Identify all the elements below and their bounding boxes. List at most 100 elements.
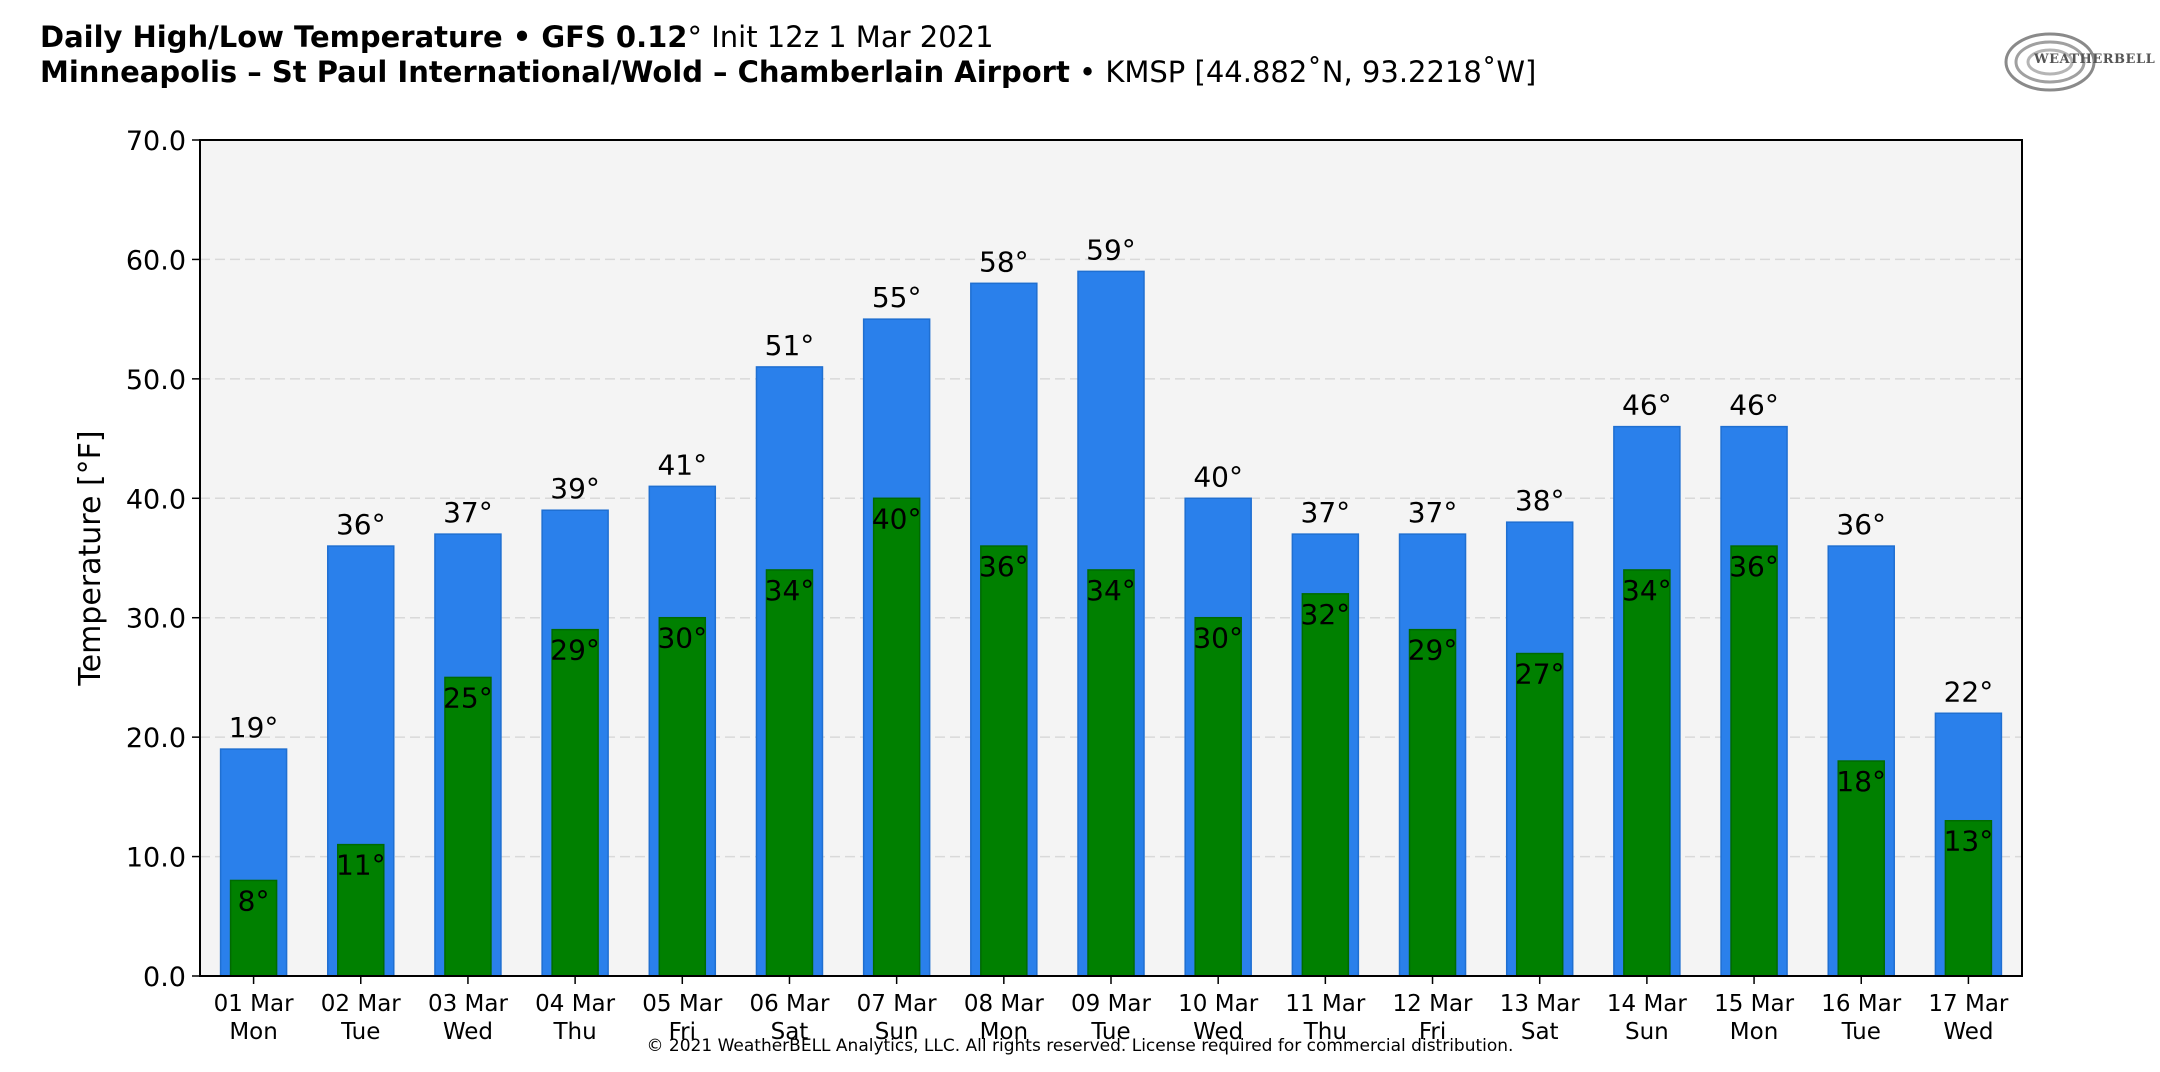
high-temp-label: 46° [1622, 389, 1672, 422]
x-tick-date: 12 Mar [1393, 991, 1474, 1017]
title-line: Daily High/Low Temperature • GFS 0.12° I… [40, 20, 1536, 55]
station-line: Minneapolis – St Paul International/Wold… [40, 55, 1536, 90]
low-temp-label: 40° [872, 502, 922, 535]
init-time: Init 12z 1 Mar 2021 [702, 20, 994, 54]
x-tick-weekday: Wed [1193, 1019, 1243, 1045]
low-temp-bar [444, 676, 492, 977]
low-temp-bar [1301, 593, 1350, 977]
low-temp-bar [872, 497, 921, 977]
low-temp-label: 29° [1408, 634, 1458, 667]
x-tick-weekday: Tue [1090, 1019, 1130, 1045]
high-temp-label: 40° [1193, 460, 1243, 493]
logo-swirl-icon [2004, 32, 2096, 92]
title-degree: ° [687, 20, 703, 54]
low-temp-bar [980, 545, 1028, 977]
x-tick-weekday: Sun [875, 1019, 919, 1045]
x-tick-weekday: Fri [1419, 1019, 1446, 1045]
low-temp-label: 30° [1193, 622, 1243, 655]
y-tick-label: 10.0 [126, 843, 186, 874]
y-tick-label: 20.0 [126, 723, 186, 754]
high-temp-label: 51° [765, 329, 815, 362]
logo-text: WEATHERBELL [2034, 52, 2156, 67]
weatherbell-logo: WEATHERBELL [2000, 28, 2155, 98]
chart-title: Daily High/Low Temperature • GFS 0.12 [40, 20, 688, 54]
low-temp-label: 27° [1515, 658, 1565, 691]
x-tick-weekday: Mon [229, 1019, 278, 1045]
station-coordinates: • KMSP [44.882˚N, 93.2218˚W] [1069, 55, 1537, 89]
low-temp-bar [1623, 569, 1671, 977]
x-tick-date: 17 Mar [1928, 991, 2009, 1017]
x-tick-date: 03 Mar [428, 991, 509, 1017]
low-temp-label: 34° [1086, 574, 1136, 607]
x-tick-weekday: Tue [340, 1019, 380, 1045]
high-temp-label: 22° [1944, 675, 1994, 708]
high-temp-label: 37° [1301, 496, 1351, 529]
x-tick-date: 09 Mar [1071, 991, 1152, 1017]
high-temp-label: 59° [1086, 233, 1136, 266]
low-temp-label: 29° [550, 634, 600, 667]
y-tick-label: 60.0 [126, 245, 186, 276]
high-temp-label: 19° [229, 711, 279, 744]
x-tick-weekday: Sat [1521, 1019, 1559, 1045]
low-temp-bar [1408, 628, 1457, 977]
x-tick-date: 05 Mar [642, 991, 723, 1017]
x-tick-weekday: Mon [980, 1019, 1029, 1045]
high-temp-label: 46° [1729, 389, 1779, 422]
y-tick-label: 40.0 [126, 484, 186, 515]
copyright-notice: © 2021 WeatherBELL Analytics, LLC. All r… [646, 1036, 1514, 1056]
plot-frame [199, 139, 2023, 977]
low-temp-bar [765, 569, 814, 977]
low-temp-bar [551, 628, 599, 977]
low-temp-bar [1730, 545, 1778, 977]
x-tick-weekday: Thu [553, 1019, 597, 1045]
low-temp-label: 36° [979, 550, 1029, 583]
high-temp-label: 38° [1515, 484, 1565, 517]
x-tick-date: 11 Mar [1285, 991, 1366, 1017]
x-tick-date: 02 Mar [321, 991, 402, 1017]
low-temp-label: 30° [657, 622, 707, 655]
y-tick-label: 70.0 [126, 126, 186, 157]
low-temp-label: 25° [443, 681, 493, 714]
x-tick-weekday: Fri [669, 1019, 696, 1045]
high-temp-label: 39° [550, 472, 600, 505]
low-temp-label: 32° [1301, 598, 1351, 631]
x-tick-date: 16 Mar [1821, 991, 1902, 1017]
x-tick-date: 15 Mar [1714, 991, 1795, 1017]
high-temp-label: 55° [872, 281, 922, 314]
x-tick-weekday: Mon [1730, 1019, 1779, 1045]
x-tick-date: 07 Mar [857, 991, 938, 1017]
y-tick-label: 50.0 [126, 365, 186, 396]
high-temp-label: 36° [336, 508, 386, 541]
x-tick-weekday: Tue [1841, 1019, 1881, 1045]
low-temp-bar [1087, 569, 1135, 977]
x-tick-date: 14 Mar [1607, 991, 1688, 1017]
high-temp-label: 36° [1836, 508, 1886, 541]
high-temp-label: 37° [1408, 496, 1458, 529]
y-axis-label: Temperature [°F] [73, 430, 108, 686]
x-tick-date: 08 Mar [964, 991, 1045, 1017]
x-tick-date: 01 Mar [214, 991, 295, 1017]
low-temp-bar [1515, 652, 1564, 977]
y-tick-label: 0.0 [143, 962, 186, 993]
x-tick-date: 13 Mar [1500, 991, 1581, 1017]
chart-header: Daily High/Low Temperature • GFS 0.12° I… [40, 20, 1536, 90]
y-tick-label: 30.0 [126, 604, 186, 635]
high-temp-label: 58° [979, 245, 1029, 278]
low-temp-bar [1194, 616, 1242, 977]
x-tick-date: 06 Mar [749, 991, 830, 1017]
low-temp-label: 8° [238, 884, 270, 917]
x-tick-weekday: Wed [1943, 1019, 1993, 1045]
station-name: Minneapolis – St Paul International/Wold… [40, 55, 1070, 89]
low-temp-bar [1837, 760, 1885, 977]
x-tick-weekday: Wed [443, 1019, 493, 1045]
x-tick-weekday: Sat [771, 1019, 809, 1045]
low-temp-label: 36° [1729, 550, 1779, 583]
low-temp-label: 34° [1622, 574, 1672, 607]
x-tick-date: 04 Mar [535, 991, 616, 1017]
low-temp-bar [658, 616, 707, 977]
x-tick-date: 10 Mar [1178, 991, 1259, 1017]
high-temp-label: 37° [443, 496, 493, 529]
x-tick-weekday: Sun [1625, 1019, 1669, 1045]
low-temp-bar [337, 843, 385, 977]
